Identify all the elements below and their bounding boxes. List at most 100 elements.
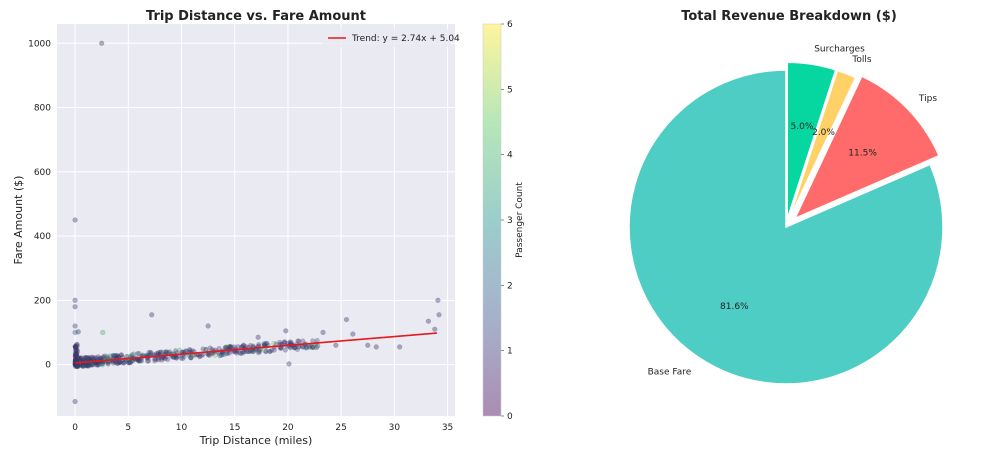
colorbar-tick-label: 3 xyxy=(507,216,513,226)
cluster-point xyxy=(136,350,142,356)
cluster-point xyxy=(118,352,124,358)
cluster-point xyxy=(152,358,158,364)
cluster-point xyxy=(73,345,79,351)
scatter-point xyxy=(315,343,321,349)
cluster-point xyxy=(121,359,127,365)
scatter-point xyxy=(320,329,326,336)
scatter-point xyxy=(333,342,339,348)
cluster-point xyxy=(197,354,203,360)
cluster-point xyxy=(72,350,78,356)
cluster-point xyxy=(74,363,80,369)
cluster-point xyxy=(159,357,165,363)
cluster-point xyxy=(218,352,224,358)
scatter-point xyxy=(432,326,438,332)
cluster-point xyxy=(73,347,79,353)
pie-category-label: Tolls xyxy=(851,55,871,65)
cluster-point xyxy=(85,356,91,362)
cluster-point xyxy=(256,342,262,348)
cluster-point xyxy=(77,355,83,361)
cluster-point xyxy=(73,344,79,350)
cluster-point xyxy=(110,353,116,359)
cluster-point xyxy=(177,347,183,353)
cluster-point xyxy=(113,353,119,359)
cluster-point xyxy=(100,354,106,360)
cluster-point xyxy=(300,338,306,344)
cluster-point xyxy=(263,349,269,355)
y-axis-label: Fare Amount ($) xyxy=(12,176,25,265)
cluster-point xyxy=(99,361,105,367)
cluster-point xyxy=(74,346,80,352)
cluster-point xyxy=(72,357,78,363)
cluster-point xyxy=(207,345,213,351)
cluster-point xyxy=(146,349,152,355)
cluster-point xyxy=(75,355,81,361)
scatter-point xyxy=(72,217,78,223)
cluster-point xyxy=(163,349,169,355)
cluster-point xyxy=(117,360,123,366)
cluster-point xyxy=(223,344,229,350)
cluster-point xyxy=(282,339,288,345)
cluster-point xyxy=(75,363,81,369)
pie-category-label: Surcharges xyxy=(814,45,865,55)
scatter-point xyxy=(72,304,78,310)
cluster-point xyxy=(117,359,123,365)
scatter-point xyxy=(100,329,106,336)
cluster-point xyxy=(74,350,80,356)
cluster-point xyxy=(131,351,137,357)
cluster-point xyxy=(72,344,78,350)
cluster-point xyxy=(104,353,110,359)
cluster-point xyxy=(74,343,80,349)
cluster-point xyxy=(100,354,106,360)
cluster-point xyxy=(226,344,232,350)
cluster-point xyxy=(294,347,300,353)
cluster-point xyxy=(72,351,78,357)
cluster-point xyxy=(92,355,98,361)
cluster-point xyxy=(223,344,229,350)
cluster-point xyxy=(217,353,223,359)
cluster-point xyxy=(74,363,80,369)
x-axis-ticks: 0 5 10 15 20 25 30 35 xyxy=(72,423,453,433)
cluster-point xyxy=(80,363,86,369)
cluster-point xyxy=(127,360,133,366)
pie-slice-tips xyxy=(793,75,941,220)
cluster-point xyxy=(75,364,81,370)
cluster-point xyxy=(158,349,164,355)
scatter-point xyxy=(72,297,78,303)
cluster-point xyxy=(73,347,79,353)
y-tick-label: 0 xyxy=(45,361,51,371)
cluster-point xyxy=(102,353,108,359)
y-tick-label: 800 xyxy=(34,104,51,114)
scatter-legend: Trend: y = 2.74x + 5.04 xyxy=(322,29,460,47)
cluster-point xyxy=(145,358,151,364)
cluster-point xyxy=(165,357,171,363)
cluster-point xyxy=(221,352,227,358)
cluster-point xyxy=(136,358,142,364)
cluster-point xyxy=(126,360,132,366)
x-tick-label: 25 xyxy=(335,423,346,433)
colorbar-label: Passenger Count xyxy=(515,182,525,258)
cluster-point xyxy=(111,352,117,358)
cluster-point xyxy=(263,340,269,346)
cluster-point xyxy=(84,362,90,368)
cluster-point xyxy=(90,362,96,368)
x-tick-label: 35 xyxy=(442,423,453,433)
cluster-point xyxy=(261,347,267,353)
cluster-point xyxy=(223,351,229,357)
x-tick-label: 5 xyxy=(125,423,131,433)
cluster-point xyxy=(199,353,205,359)
colorbar: 0 1 2 3 4 5 6 Passenger Count xyxy=(482,20,525,422)
cluster-point xyxy=(271,340,277,346)
pie-labels: 81.6% Base Fare 11.5% Tips 2.0% Tolls 5.0% Surc… xyxy=(648,45,938,378)
cluster-point xyxy=(75,363,81,369)
cluster-point xyxy=(126,360,132,366)
cluster-point xyxy=(80,363,86,369)
colorbar-tick-label: 1 xyxy=(507,347,513,357)
y-tick-label: 600 xyxy=(34,168,51,178)
scatter-point xyxy=(343,317,350,323)
cluster-point xyxy=(80,363,86,369)
cluster-point xyxy=(77,355,83,361)
scatter-point xyxy=(373,344,379,350)
cluster-point xyxy=(187,346,193,352)
cluster-point xyxy=(74,363,80,369)
cluster-point xyxy=(255,350,261,356)
